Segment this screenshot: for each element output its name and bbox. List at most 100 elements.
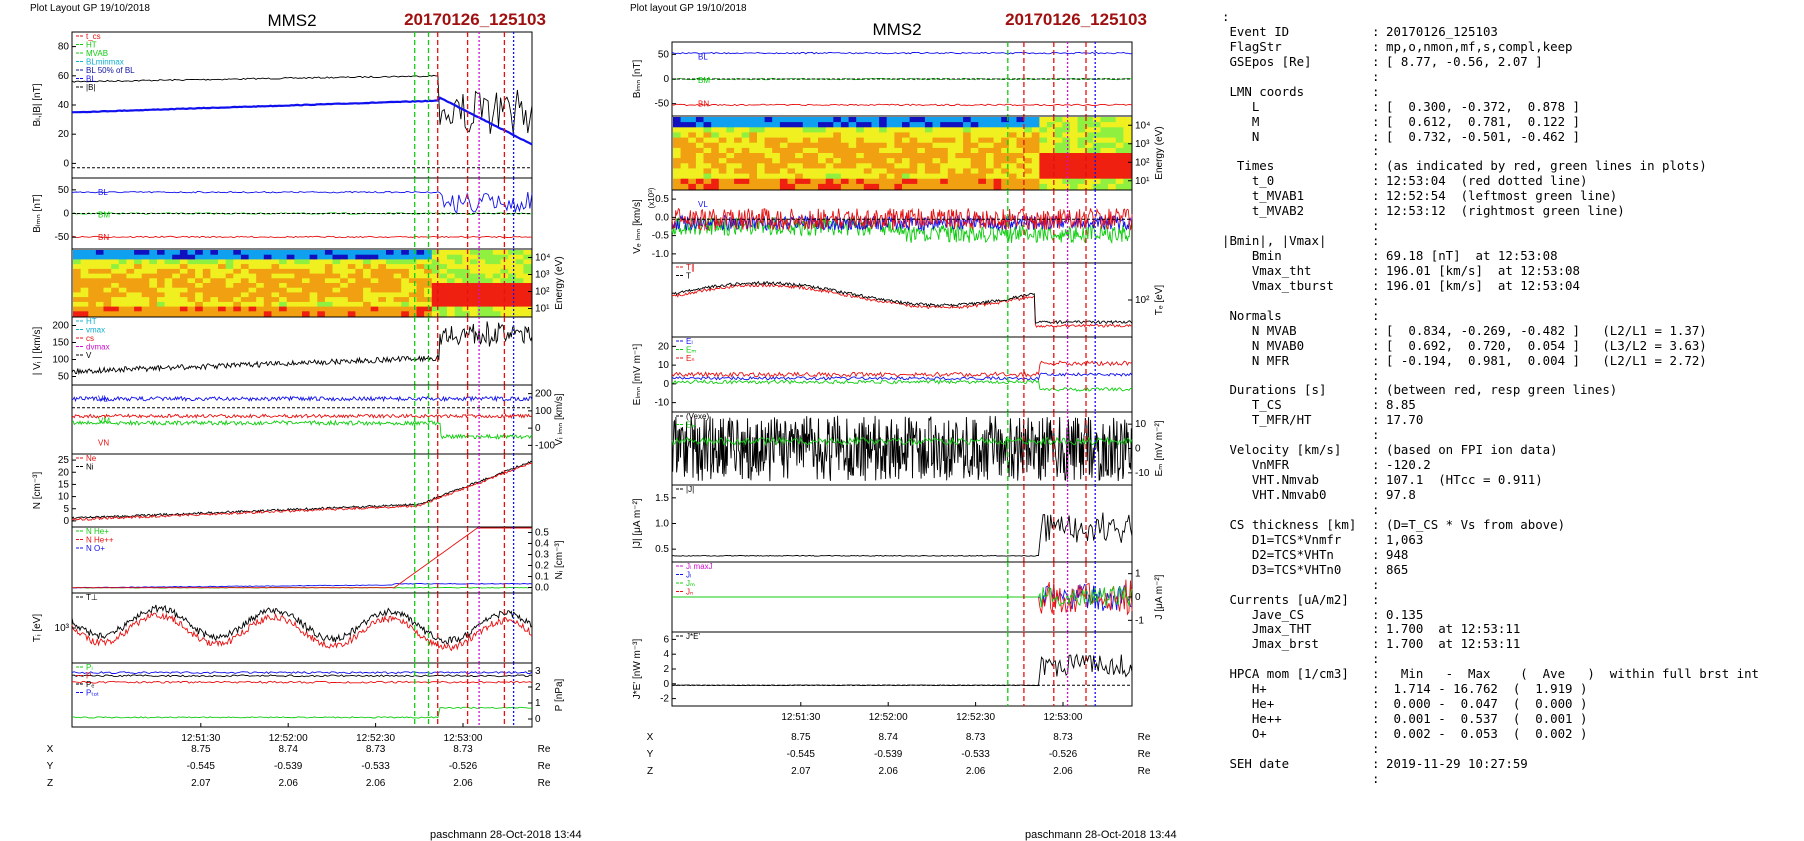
spectrogram-cell: [202, 264, 211, 270]
spectrogram-cell: [802, 127, 811, 133]
spectrogram-cell: [134, 273, 143, 279]
spectrogram-cell: [818, 117, 827, 123]
spectrogram-cell: [164, 297, 173, 303]
y-tick-label: 0: [663, 679, 669, 690]
spectrogram-cell: [764, 158, 773, 164]
spectrogram-cell: [157, 283, 166, 289]
spectrogram-cell: [726, 183, 735, 190]
spectrogram-cell: [523, 259, 532, 265]
spectrogram-cell: [1092, 137, 1101, 144]
spectrogram-cell: [324, 306, 333, 312]
spectrogram-cell: [73, 250, 82, 256]
spectrogram-cell: [370, 250, 379, 256]
spectrogram-cell: [879, 142, 888, 149]
series-line: [71, 671, 533, 675]
position-unit: Re: [538, 761, 551, 772]
spectrogram-cell: [1008, 137, 1017, 144]
spectrogram-cell: [871, 132, 880, 138]
spectrogram-cell: [1039, 137, 1048, 144]
spectrogram-cell: [1039, 178, 1048, 185]
spectrogram-cell: [955, 117, 964, 123]
spectrogram-cell: [1115, 173, 1124, 180]
spectrogram-cell: [1069, 137, 1078, 144]
spectrogram-cell: [340, 287, 349, 293]
spectrogram-cell: [347, 250, 356, 256]
spectrogram-cell: [772, 158, 781, 164]
spectrogram-cell: [210, 250, 219, 256]
spectrogram-cell: [88, 311, 97, 317]
spectrogram-cell: [317, 273, 326, 279]
info-key: VHT.Nmvab0: [1222, 487, 1327, 502]
spectrogram-cell: [294, 301, 303, 308]
x-tick-label: 12:51:30: [781, 712, 820, 723]
spectrogram-cell: [741, 142, 750, 149]
spectrogram-cell: [118, 278, 127, 284]
spectrogram-cell: [263, 250, 272, 256]
spectrogram-cell: [718, 147, 727, 154]
info-key: t_0: [1222, 173, 1275, 189]
spectrogram-cell: [523, 306, 532, 312]
spectrogram-cell: [469, 311, 478, 317]
spectrogram-cell: [401, 287, 410, 293]
spectrogram-cell: [673, 168, 682, 174]
spectrogram-cell: [695, 168, 704, 174]
spectrogram-cell: [909, 168, 918, 174]
spectrogram-cell: [924, 117, 933, 123]
spectrogram-cell: [924, 127, 933, 133]
spectrogram-cell: [902, 132, 911, 138]
spectrogram-cell: [741, 183, 750, 190]
spectrogram-cell: [416, 306, 425, 312]
spectrogram-cell: [695, 153, 704, 159]
y-tick-label: 0: [663, 74, 669, 85]
spectrogram-cell: [95, 297, 104, 303]
spectrogram-cell: [970, 168, 979, 174]
spectrogram-cell: [431, 283, 440, 289]
spectrogram-cell: [195, 268, 204, 275]
spectrogram-cell: [225, 297, 234, 303]
spectrogram-cell: [917, 147, 926, 154]
spectrogram-cell: [149, 292, 158, 298]
y-tick-label: 0.5: [655, 194, 669, 205]
spectrogram-cell: [187, 250, 196, 256]
spectrogram-cell: [347, 254, 356, 260]
spectrogram-cell: [218, 250, 227, 256]
spectrogram-cell: [218, 268, 227, 275]
spectrogram-cell: [279, 311, 288, 317]
spectrogram-cell: [1016, 178, 1025, 185]
spectrogram-cell: [103, 268, 112, 275]
spectrogram-cell: [141, 283, 150, 289]
spectrogram-cell: [833, 158, 842, 164]
spectrogram-cell: [355, 259, 364, 265]
spectrogram-cell: [477, 254, 486, 260]
spectrogram-cell: [833, 173, 842, 180]
spectrogram-cell: [271, 273, 280, 279]
spectrogram-cell: [500, 278, 509, 284]
spectrogram-cell: [141, 297, 150, 303]
spectrogram-cell: [947, 158, 956, 164]
spectrogram-cell: [879, 137, 888, 144]
spectrogram-cell: [886, 163, 895, 169]
y-axis-label: Tₑ [eV]: [1154, 285, 1165, 316]
spectrogram-cell: [1108, 142, 1117, 149]
spectrogram-cell: [454, 254, 463, 260]
spectrogram-cell: [126, 264, 135, 270]
spectrogram-cell: [485, 311, 494, 317]
spectrogram-cell: [1062, 158, 1071, 164]
spectrogram-cell: [680, 163, 689, 169]
spectrogram-cell: [802, 158, 811, 164]
spectrogram-cell: [986, 122, 995, 128]
spectrogram-cell: [363, 264, 372, 270]
spectrogram-cell: [370, 297, 379, 303]
series-label: VM: [98, 417, 110, 426]
info-value: 1.700 at 12:53:11: [1386, 621, 1521, 637]
spectrogram-cell: [1039, 117, 1048, 123]
spectrogram-cell: [1077, 178, 1086, 185]
spectrogram-cell: [1062, 122, 1071, 128]
spectrogram-cell: [454, 273, 463, 279]
spectrogram-cell: [187, 292, 196, 298]
spectrogram-cell: [111, 297, 120, 303]
spectrogram-cell: [986, 173, 995, 180]
spectrogram-cell: [848, 158, 857, 164]
y-axis-label: J [μA m⁻²]: [1154, 574, 1165, 619]
